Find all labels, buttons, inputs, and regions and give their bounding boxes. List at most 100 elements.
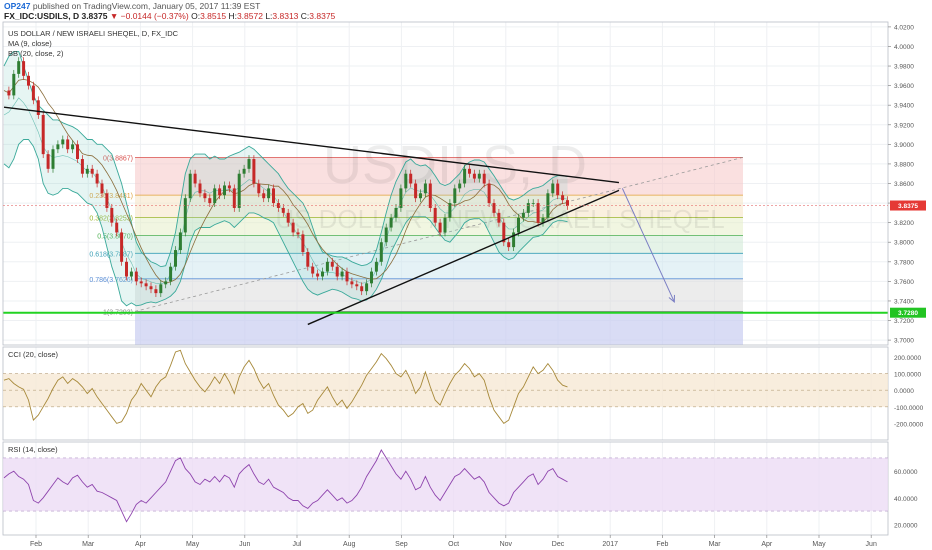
- y-tick-label: 3.9000: [894, 142, 914, 149]
- candle-body: [492, 203, 496, 213]
- price-axis[interactable]: 4.0200 4.0000 3.9800 3.9600 3.9400 3.9200 3.90…: [888, 24, 926, 345]
- candle-body: [355, 284, 359, 287]
- candle-body: [85, 168, 89, 174]
- fib-level-label: 0.786(3.7626): [89, 277, 133, 284]
- candle-body: [257, 183, 261, 194]
- candle-body: [144, 283, 148, 287]
- rsi-tick: 40.0000: [894, 496, 918, 503]
- cci-legend[interactable]: CCI (20, close): [8, 350, 59, 359]
- x-tick-label: Jun: [866, 541, 877, 548]
- cci-line: [3, 349, 568, 425]
- y-tick-label: 3.8000: [894, 240, 914, 247]
- y-tick-label: 3.7800: [894, 259, 914, 266]
- x-tick-label: Apr: [135, 541, 147, 548]
- support-badge: [890, 307, 926, 318]
- projection-arrow: [621, 188, 675, 303]
- candle-body: [276, 203, 280, 208]
- candle-body: [325, 261, 329, 272]
- candle-body: [335, 266, 339, 277]
- rsi-line: [3, 449, 568, 523]
- fib-level-label: 0.5(3.8070): [97, 233, 133, 240]
- fib-level-label: 0.618(3.7887): [89, 251, 133, 258]
- publisher-name[interactable]: OP247: [4, 1, 31, 11]
- last-price-badge: [890, 200, 926, 211]
- x-tick-label: Feb: [656, 541, 668, 548]
- candle-body: [41, 114, 45, 155]
- candle-body: [384, 227, 388, 243]
- candle-body: [365, 283, 369, 292]
- fib-zone: [135, 311, 743, 345]
- x-tick-label: Nov: [500, 541, 513, 548]
- candle-body: [541, 217, 545, 223]
- candle-body: [213, 188, 217, 204]
- high-value: 3.8572: [236, 11, 263, 21]
- candle-body: [31, 85, 35, 101]
- rsi-band: [3, 457, 888, 512]
- instrument-title: US DOLLAR / NEW ISRAELI SHEQEL, D, FX_ID…: [8, 29, 179, 38]
- y-tick-label: 3.8800: [894, 161, 914, 168]
- close-value: 3.8375: [309, 11, 336, 21]
- candle-body: [169, 266, 173, 282]
- x-tick-label: Apr: [761, 541, 773, 548]
- time-axis[interactable]: Feb Mar Apr May Jun Jul Aug Sep Oct Nov Dec 2017 Feb…: [30, 535, 877, 548]
- y-tick-label: 4.0000: [894, 44, 914, 51]
- candle-body: [448, 203, 452, 218]
- x-tick-label: 2017: [602, 541, 618, 548]
- high-label: H:: [228, 11, 237, 21]
- rsi-legend[interactable]: RSI (14, close): [8, 445, 58, 454]
- arrow-head-icon: [668, 294, 675, 303]
- candle-body: [453, 188, 457, 204]
- fib-level-label: 0(3.8867): [103, 155, 133, 162]
- x-tick-label: May: [186, 541, 200, 548]
- candle-body: [252, 159, 256, 184]
- ma-line: [3, 78, 568, 284]
- y-tick-label: 3.9800: [894, 64, 914, 71]
- symbol-name[interactable]: FX_IDC:USDILS, D: [4, 11, 80, 21]
- candle-body: [536, 203, 540, 223]
- candle-body: [46, 154, 50, 169]
- candle-body: [551, 183, 555, 194]
- candle-body: [472, 173, 476, 179]
- candle-body: [301, 234, 305, 253]
- x-tick-label: Mar: [709, 541, 722, 548]
- candle-body: [497, 212, 501, 223]
- candle-body: [409, 173, 413, 184]
- bb-legend[interactable]: BB (20, close, 2): [8, 49, 64, 58]
- ma-legend[interactable]: MA (9, close): [8, 39, 52, 48]
- y-tick-label: 3.9200: [894, 122, 914, 129]
- rsi-pane: 60.0000 40.0000 20.0000: [3, 449, 918, 529]
- trendlines[interactable]: [3, 106, 675, 326]
- candle-body: [340, 271, 344, 277]
- candle-body: [100, 183, 104, 194]
- candle-body: [321, 271, 324, 277]
- candle-body: [487, 183, 491, 204]
- published-text: published on TradingView.com, January 05…: [32, 1, 261, 11]
- price-series: [3, 57, 569, 298]
- fib-zone: [135, 195, 743, 218]
- candle-body: [419, 193, 422, 199]
- candle-body: [134, 271, 138, 282]
- symbol-line: FX_IDC:USDILS, D 3.8375 ▼ −0.0144 (−0.37…: [4, 11, 335, 21]
- candle-body: [17, 61, 21, 74]
- candle-body: [174, 250, 177, 267]
- fibonacci-retracement: 0(3.8867)0.236(3.8481)0.382(3.8253)0.5(3…: [89, 155, 744, 345]
- y-tick-label: 3.9400: [894, 103, 914, 110]
- candle-body: [458, 183, 462, 189]
- candle-body: [438, 222, 442, 233]
- candle-body: [61, 139, 65, 145]
- candle-body: [90, 168, 94, 174]
- last-price-badge-label: 3.8375: [898, 203, 918, 210]
- candle-body: [526, 203, 530, 213]
- candle-body: [345, 271, 349, 282]
- candle-body: [428, 183, 432, 208]
- candle-body: [149, 286, 153, 290]
- open-value: 3.8515: [200, 11, 227, 21]
- candle-body: [507, 242, 511, 248]
- cci-tick: -200.0000: [894, 421, 924, 428]
- candle-body: [22, 61, 26, 76]
- bb-lower-line: [3, 139, 568, 307]
- candle-body: [183, 198, 187, 233]
- candle-body: [389, 217, 393, 228]
